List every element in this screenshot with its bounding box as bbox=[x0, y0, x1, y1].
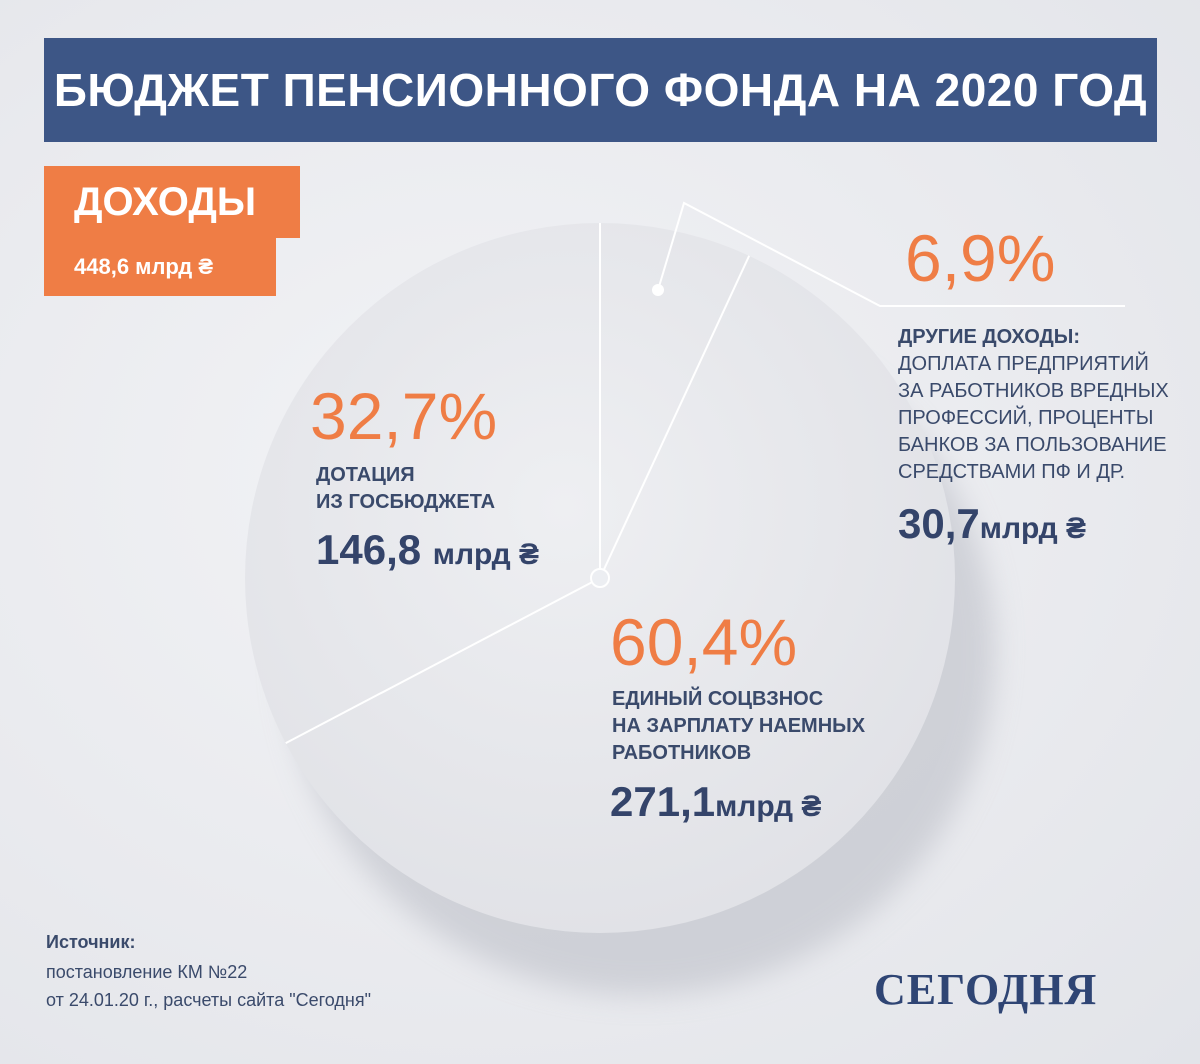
callout-dot bbox=[652, 284, 664, 296]
slice-subsidy-desc-line1: ДОТАЦИЯ bbox=[316, 464, 415, 486]
slice-subsidy-amount-unit: млрд ₴ bbox=[432, 538, 539, 571]
income-label-box: ДОХОДЫ bbox=[44, 166, 300, 238]
slice-social-amount-value: 271,1 bbox=[610, 778, 716, 825]
slice-social-amount: 271,1млрд ₴ bbox=[610, 778, 821, 826]
slice-boundary-other-social bbox=[599, 255, 751, 579]
slice-other-desc-line1: ДРУГИЕ ДОХОДЫ: bbox=[898, 326, 1081, 348]
slice-other-desc-line5: БАНКОВ ЗА ПОЛЬЗОВАНИЕ bbox=[898, 434, 1167, 456]
slice-other-amount-unit: млрд ₴ bbox=[979, 512, 1086, 545]
slice-other-desc: ДРУГИЕ ДОХОДЫ: ДОПЛАТА ПРЕДПРИЯТИЙ ЗА РА… bbox=[898, 324, 1169, 486]
slice-subsidy-percent: 32,7% bbox=[310, 379, 498, 453]
slice-social-desc-line3: РАБОТНИКОВ bbox=[612, 742, 752, 764]
slice-subsidy-amount-value: 146,8 bbox=[316, 526, 422, 573]
slice-social-amount-unit: млрд ₴ bbox=[715, 790, 822, 823]
title-bar: БЮДЖЕТ ПЕНСИОННОГО ФОНДА НА 2020 ГОД bbox=[44, 38, 1157, 142]
slice-social-desc-line2: НА ЗАРПЛАТУ НАЕМНЫХ bbox=[612, 715, 866, 737]
slice-social-desc-line1: ЕДИНЫЙ СОЦВЗНОС bbox=[612, 688, 824, 710]
income-total-box: 448,6 млрд ₴ bbox=[44, 238, 276, 296]
source-title: Источник: bbox=[46, 932, 136, 952]
pie-center-dot bbox=[590, 568, 610, 588]
slice-social-percent: 60,4% bbox=[610, 605, 798, 679]
income-label: ДОХОДЫ bbox=[74, 179, 256, 224]
source-line-2: от 24.01.20 г., расчеты сайта "Сегодня" bbox=[46, 990, 371, 1010]
slice-boundary-social-subsidy bbox=[285, 577, 601, 745]
slice-other-desc-line3: ЗА РАБОТНИКОВ ВРЕДНЫХ bbox=[898, 380, 1169, 402]
slice-other-amount: 30,7млрд ₴ bbox=[898, 500, 1086, 548]
slice-other-desc-line6: СРЕДСТВАМИ ПФ И ДР. bbox=[898, 461, 1126, 483]
income-total: 448,6 млрд ₴ bbox=[74, 254, 214, 279]
slice-social-desc: ЕДИНЫЙ СОЦВЗНОС НА ЗАРПЛАТУ НАЕМНЫХ РАБО… bbox=[612, 686, 865, 767]
segodnya-logo: СЕГОДНЯ bbox=[874, 965, 1098, 1014]
callout-line bbox=[657, 201, 1125, 307]
source-line-1: постановление КМ №22 bbox=[46, 962, 248, 982]
slice-other-desc-line2: ДОПЛАТА ПРЕДПРИЯТИЙ bbox=[898, 353, 1149, 375]
slice-subsidy-desc: ДОТАЦИЯ ИЗ ГОСБЮДЖЕТА bbox=[316, 462, 495, 516]
slice-other-percent: 6,9% bbox=[905, 221, 1056, 295]
slice-subsidy-amount: 146,8 млрд ₴ bbox=[316, 526, 539, 574]
slice-subsidy-desc-line2: ИЗ ГОСБЮДЖЕТА bbox=[316, 491, 496, 513]
slice-other-amount-value: 30,7 bbox=[898, 500, 980, 547]
slice-other-desc-line4: ПРОФЕССИЙ, ПРОЦЕНТЫ bbox=[898, 407, 1154, 429]
page-title: БЮДЖЕТ ПЕНСИОННОГО ФОНДА НА 2020 ГОД bbox=[53, 64, 1148, 116]
